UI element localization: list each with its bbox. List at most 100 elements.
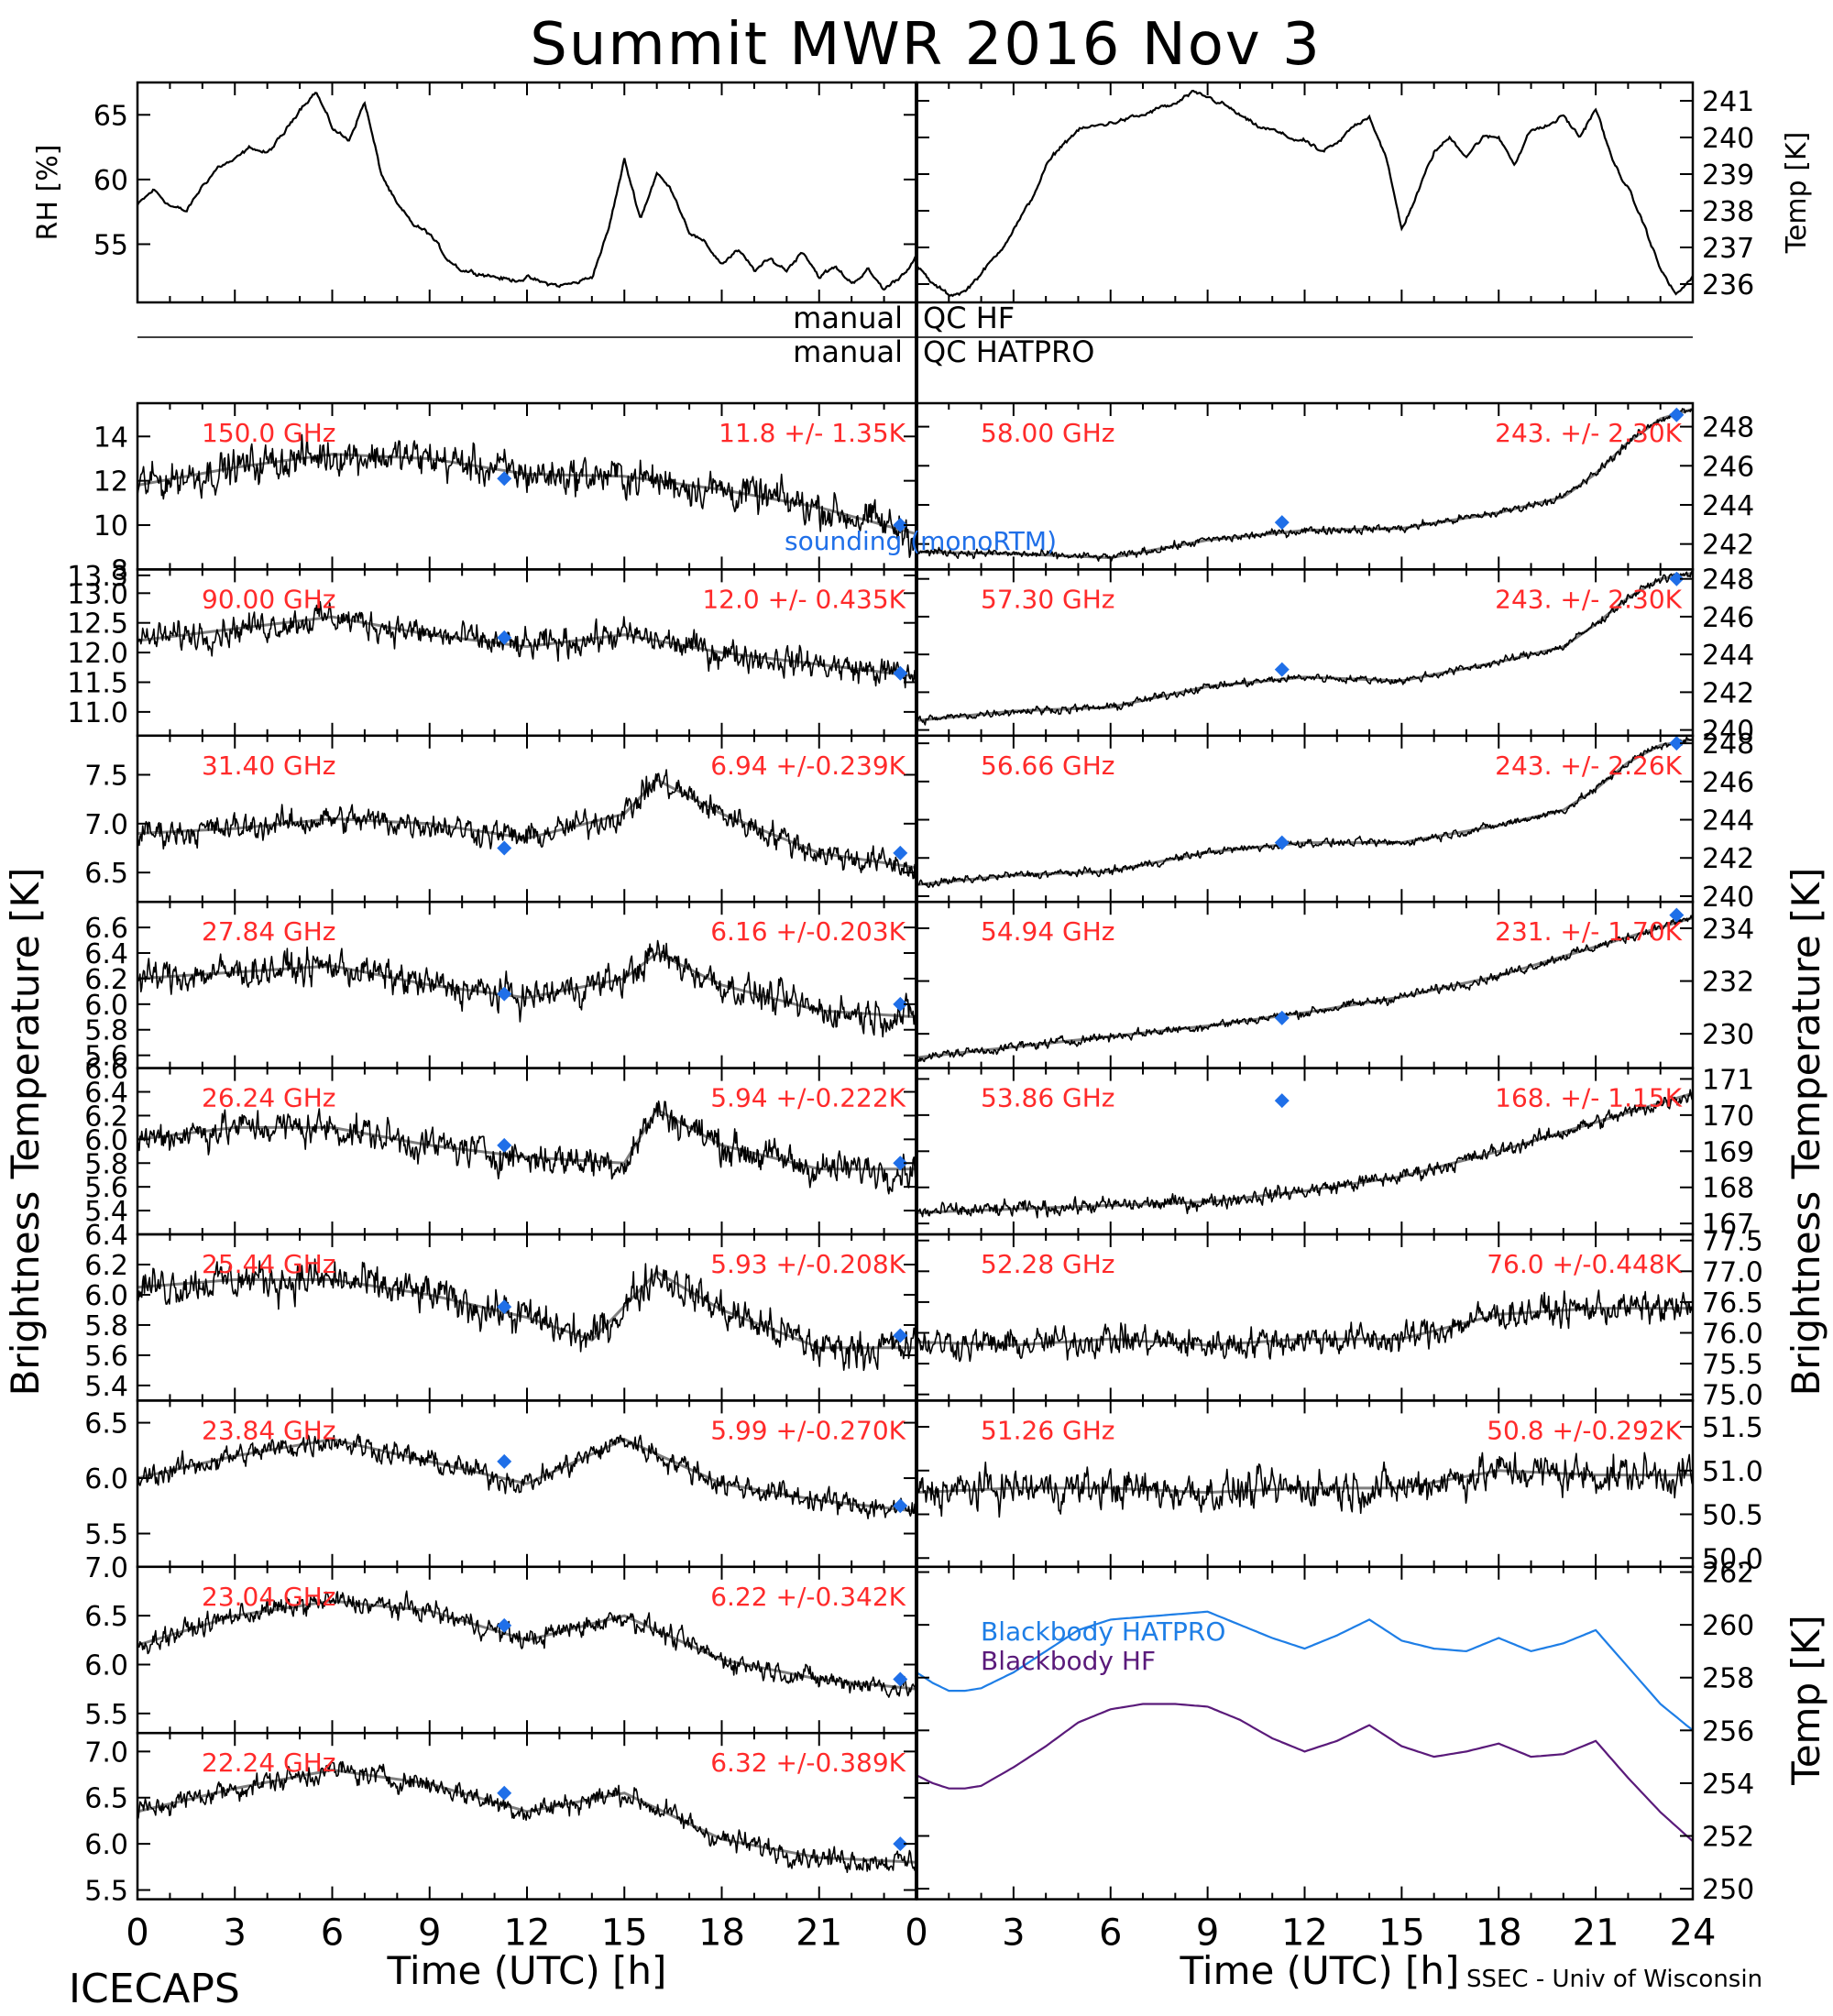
ch5730-ytick-label: 248 bbox=[1702, 564, 1754, 597]
ch5666-freq-label: 56.66 GHz bbox=[981, 751, 1115, 781]
ch5228-ytick-label: 77.5 bbox=[1702, 1226, 1763, 1258]
ch90-series bbox=[137, 600, 916, 689]
temp-ytick-label: 239 bbox=[1702, 159, 1754, 192]
ch5494-ytick-label: 234 bbox=[1702, 914, 1754, 946]
ch5666-ytick-label: 246 bbox=[1702, 767, 1754, 799]
ch5228-ytick-label: 76.0 bbox=[1702, 1318, 1763, 1350]
x-tick-label-right: 21 bbox=[1573, 1912, 1619, 1955]
ch3140-ytick-label: 7.5 bbox=[84, 760, 128, 792]
ch5494-series bbox=[916, 915, 1693, 1063]
ch5228-ytick-label: 75.5 bbox=[1702, 1349, 1763, 1381]
x-tick-label-right: 12 bbox=[1281, 1912, 1328, 1955]
ch5800-ytick-label: 242 bbox=[1702, 530, 1754, 562]
panel-rh: 55 60 65 bbox=[93, 81, 918, 304]
ch2544-stat-label: 5.93 +/-0.208K bbox=[710, 1249, 906, 1279]
ch2224-stat-label: 6.32 +/-0.389K bbox=[710, 1748, 906, 1778]
ch5666-ytick-label: 240 bbox=[1702, 882, 1754, 914]
ch5666-trace bbox=[916, 736, 1693, 889]
ch2784-ytick-label: 6.0 bbox=[84, 990, 128, 1022]
ch2624-sounding-point bbox=[893, 1156, 908, 1171]
x-tick-label-left: 0 bbox=[126, 1912, 148, 1955]
rh-ytick-label: 60 bbox=[93, 165, 128, 197]
ch2384-ytick-label: 6.0 bbox=[84, 1463, 128, 1496]
ch5386-series bbox=[916, 1089, 1693, 1219]
ch2544-ytick-label: 5.8 bbox=[84, 1310, 128, 1342]
ch5126-freq-label: 51.26 GHz bbox=[981, 1415, 1115, 1445]
ch90-ytick-label: 12.5 bbox=[67, 608, 128, 641]
ch5386-sounding-point bbox=[1274, 1093, 1290, 1109]
ch2784-sounding-point bbox=[893, 996, 908, 1012]
ch2624-series bbox=[137, 1100, 916, 1195]
ch2224-ytick-label: 6.0 bbox=[84, 1829, 128, 1861]
ch2304-freq-label: 23.04 GHz bbox=[202, 1582, 336, 1612]
x-tick-label-right: 0 bbox=[905, 1912, 927, 1955]
ch2624-ytick-label: 5.4 bbox=[84, 1196, 128, 1228]
ch2384-ytick-label: 6.5 bbox=[84, 1408, 128, 1441]
x-tick-label-left: 3 bbox=[224, 1912, 247, 1955]
ch5666-sounding-point bbox=[1274, 835, 1290, 850]
temp-ytick-label: 240 bbox=[1702, 123, 1754, 155]
ch2624-ytick-label: 6.6 bbox=[84, 1054, 128, 1086]
ch2384-trace bbox=[137, 1433, 916, 1519]
ch2544-sounding-point bbox=[893, 1328, 908, 1343]
ch2784-stat-label: 6.16 +/-0.203K bbox=[710, 916, 906, 947]
x-tick-label-right: 6 bbox=[1099, 1912, 1122, 1955]
ch2624-freq-label: 26.24 GHz bbox=[202, 1083, 336, 1113]
qc-hf-label: manual bbox=[793, 301, 903, 335]
ch2304-ytick-label: 6.0 bbox=[84, 1650, 128, 1682]
ch90-ytick-label: 11.0 bbox=[67, 697, 128, 729]
ch2544-ytick-label: 6.0 bbox=[84, 1280, 128, 1312]
ch2544-ytick-label: 6.2 bbox=[84, 1250, 128, 1282]
x-tick-label-right: 15 bbox=[1378, 1912, 1425, 1955]
blackbody-ytick-label: 254 bbox=[1702, 1769, 1754, 1801]
ch90-ytick-label: 13.3 bbox=[67, 561, 128, 593]
temp-axis-label: Temp [K] bbox=[1781, 132, 1813, 255]
ch5730-freq-label: 57.30 GHz bbox=[981, 584, 1115, 614]
rh-line-0 bbox=[137, 92, 917, 291]
ch2224-ytick-label: 7.0 bbox=[84, 1737, 128, 1769]
ch150-core bbox=[137, 453, 916, 536]
tb-axis-label-left: Brightness Temperature [K] bbox=[3, 868, 48, 1397]
ch5494-stat-label: 231. +/- 1.70K bbox=[1495, 916, 1682, 947]
ch3140-ytick-label: 6.5 bbox=[84, 858, 128, 890]
bb-hf-legend: Blackbody HF bbox=[981, 1646, 1156, 1676]
x-tick-label-right: 24 bbox=[1670, 1912, 1717, 1955]
ch2784-sounding-point bbox=[497, 986, 512, 1002]
ch5386-core bbox=[916, 1091, 1693, 1214]
blackbody-line-0 bbox=[916, 1610, 1694, 1732]
ch150-ytick-label: 8 bbox=[111, 554, 128, 586]
ch5800-series bbox=[916, 407, 1693, 562]
ch3140-series bbox=[137, 769, 916, 880]
bb-hatpro-legend: Blackbody HATPRO bbox=[981, 1616, 1225, 1647]
blackbody-ytick-label: 250 bbox=[1702, 1874, 1754, 1906]
ch2304-ytick-label: 6.5 bbox=[84, 1601, 128, 1633]
temp-line-0 bbox=[916, 89, 1694, 298]
ch5228-series bbox=[916, 1289, 1693, 1363]
panel-ch5666: 240 242 244 246 248 56.66 GHz 243. +/- 2.26K bbox=[915, 729, 1754, 914]
ch5126-ytick-label: 50.5 bbox=[1702, 1500, 1763, 1532]
panel-blackbody: 250 252 254 256 258 260 262 bbox=[915, 1558, 1754, 1906]
ch5386-stat-label: 168. +/- 1.15K bbox=[1495, 1083, 1682, 1113]
ch2304-sounding-point bbox=[893, 1671, 908, 1687]
ch5666-ytick-label: 248 bbox=[1702, 729, 1754, 761]
rh-axis-label: RH [%] bbox=[32, 145, 64, 241]
blackbody-ytick-label: 260 bbox=[1702, 1610, 1754, 1642]
ch2624-stat-label: 5.94 +/-0.222K bbox=[710, 1083, 906, 1113]
ch5386-freq-label: 53.86 GHz bbox=[981, 1083, 1115, 1113]
ch2224-sounding-point bbox=[893, 1836, 908, 1852]
ch5666-series bbox=[916, 736, 1693, 889]
ch2384-freq-label: 23.84 GHz bbox=[202, 1415, 336, 1445]
ch3140-freq-label: 31.40 GHz bbox=[202, 751, 336, 781]
ch5730-ytick-label: 240 bbox=[1702, 716, 1754, 748]
blackbody-ytick-label: 252 bbox=[1702, 1821, 1754, 1853]
ch5386-ytick-label: 169 bbox=[1702, 1136, 1754, 1168]
ch5126-ytick-label: 50.0 bbox=[1702, 1543, 1763, 1575]
ch5800-ytick-label: 248 bbox=[1702, 412, 1754, 444]
footer-icecaps: ICECAPS bbox=[69, 1966, 240, 2012]
ch2304-core bbox=[137, 1599, 916, 1691]
ch2544-ytick-label: 5.6 bbox=[84, 1341, 128, 1373]
ch2224-core bbox=[137, 1768, 916, 1864]
